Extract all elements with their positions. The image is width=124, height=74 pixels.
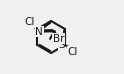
- Text: Cl: Cl: [24, 17, 35, 27]
- Text: Cl: Cl: [67, 47, 78, 57]
- Text: N: N: [35, 27, 43, 37]
- Text: S: S: [58, 40, 65, 50]
- Text: Br: Br: [53, 34, 64, 44]
